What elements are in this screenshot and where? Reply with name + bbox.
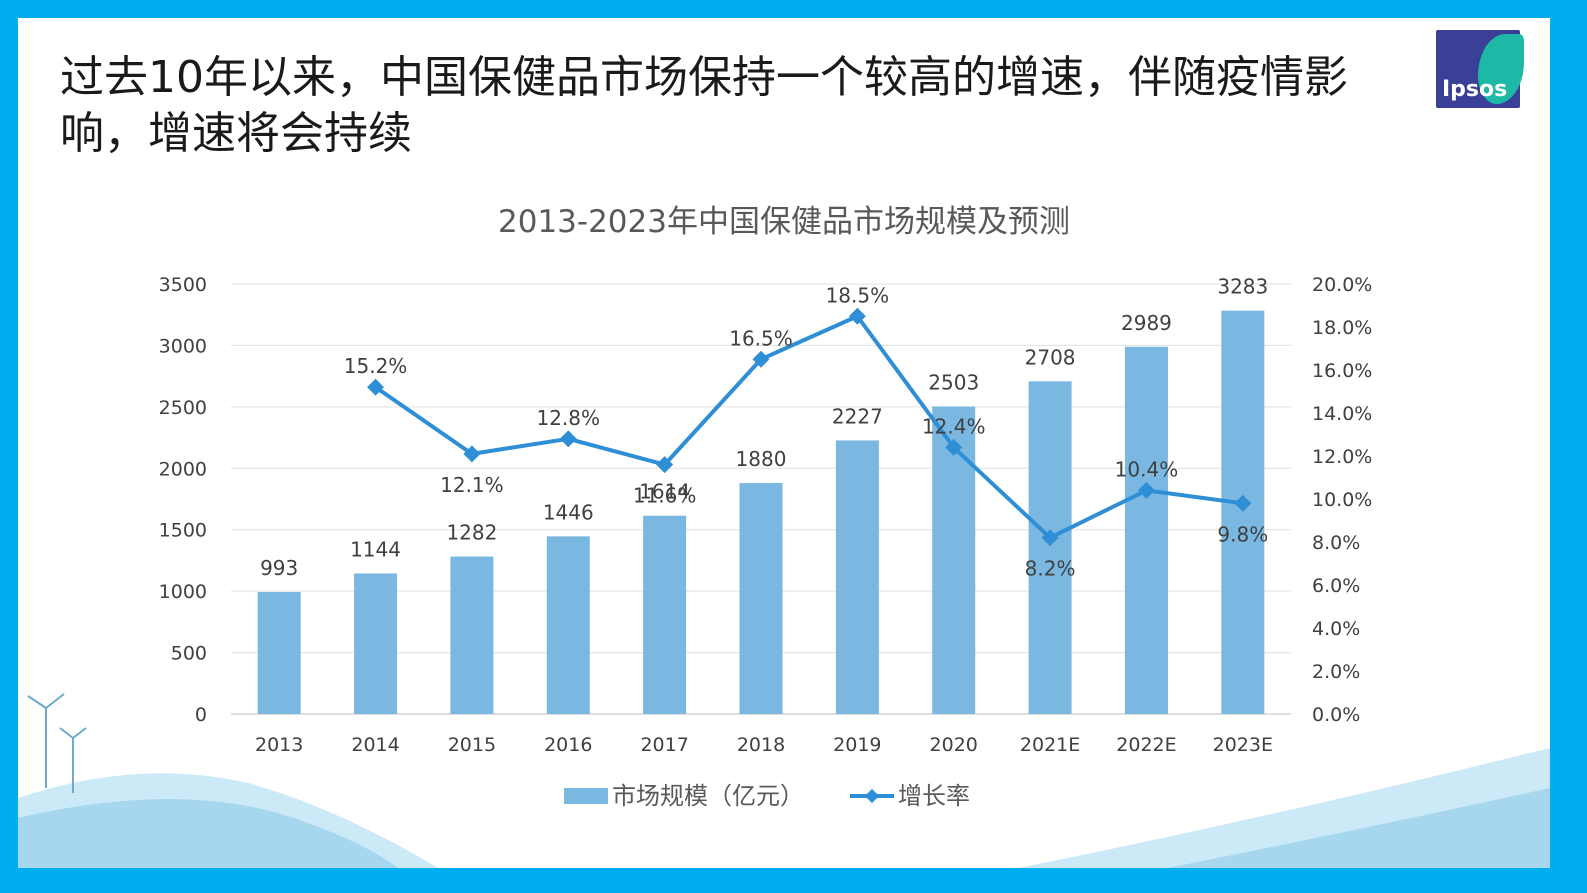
slide: 过去10年以来，中国保健品市场保持一个较高的增速，伴随疫情影响，增速将会持续 I… (18, 18, 1550, 868)
legend: 市场规模（亿元） 增长率 (564, 782, 970, 810)
bar-data-label: 1282 (446, 520, 497, 544)
left-tick-label: 3500 (159, 274, 207, 296)
growth-point (559, 430, 577, 448)
x-tick-label: 2016 (544, 734, 592, 756)
bar (932, 406, 976, 714)
x-tick-label: 2021E (1020, 734, 1080, 756)
right-tick-label: 8.0% (1312, 532, 1360, 554)
bar-data-label: 1144 (350, 537, 401, 561)
growth-point (463, 445, 481, 463)
left-tick-label: 1000 (159, 581, 207, 603)
left-tick-label: 2500 (159, 397, 207, 419)
bottom-decoration (18, 693, 1550, 868)
left-tick-label: 1500 (159, 520, 207, 542)
bar (1221, 310, 1265, 714)
growth-data-label: 12.4% (922, 414, 986, 438)
growth-data-label: 10.4% (1115, 457, 1179, 481)
chart-title: 2013-2023年中国保健品市场规模及预测 (498, 204, 1070, 240)
right-tick-label: 4.0% (1312, 618, 1360, 640)
bar-data-label: 2989 (1121, 311, 1172, 335)
growth-series-line (374, 314, 1244, 540)
bar (450, 556, 494, 714)
logo-text: Ipsos (1442, 77, 1508, 102)
bar-data-label: 2708 (1025, 345, 1076, 369)
x-tick-label: 2013 (255, 734, 303, 756)
left-tick-label: 2000 (159, 458, 207, 480)
growth-data-label: 11.6% (633, 484, 697, 508)
right-tick-label: 6.0% (1312, 575, 1360, 597)
growth-labels: 15.2% 12.1% 12.8% 11.6% 16.5% 18.5% 12.4% 8.2% 1… (344, 283, 1268, 580)
legend-line-marker (864, 788, 880, 804)
bar-data-label: 1880 (736, 447, 787, 471)
growth-point (752, 350, 770, 368)
left-tick-label: 3000 (159, 335, 207, 357)
right-tick-label: 18.0% (1312, 317, 1372, 339)
x-tick-label: 2022E (1116, 734, 1176, 756)
right-axis-ticks: 0.0% 2.0% 4.0% 6.0% 8.0% 10.0% 12.0% 14.0% 16.0%… (1312, 274, 1372, 726)
growth-point (945, 438, 963, 456)
x-tick-label: 2020 (930, 734, 978, 756)
bars (257, 310, 1265, 714)
growth-data-label: 8.2% (1025, 557, 1076, 581)
bar-labels: 993 1144 1282 1446 1614 1880 2227 2503 2708 2989 3… (260, 275, 1268, 580)
right-tick-label: 12.0% (1312, 446, 1372, 468)
growth-point (1041, 529, 1059, 547)
bar (1028, 381, 1072, 714)
growth-point (656, 456, 674, 474)
growth-data-label: 9.8% (1217, 522, 1268, 546)
growth-data-label: 15.2% (344, 354, 408, 378)
left-tick-label: 500 (171, 643, 207, 665)
bar (1124, 346, 1168, 714)
x-tick-label: 2014 (351, 734, 399, 756)
right-tick-label: 16.0% (1312, 360, 1372, 382)
legend-bar-swatch (564, 788, 608, 804)
page-title: 过去10年以来，中国保健品市场保持一个较高的增速，伴随疫情影响，增速将会持续 (60, 52, 1348, 159)
growth-data-label: 18.5% (826, 283, 890, 307)
growth-data-label: 12.1% (440, 473, 504, 497)
legend-line-label: 增长率 (898, 782, 970, 810)
bar-data-label: 3283 (1217, 275, 1268, 299)
bar (354, 573, 398, 714)
legend-bar-label: 市场规模（亿元） (612, 782, 804, 810)
right-tick-label: 14.0% (1312, 403, 1372, 425)
growth-data-label: 16.5% (729, 326, 793, 350)
growth-point (848, 307, 866, 325)
left-tick-label: 0 (195, 704, 207, 726)
growth-line (367, 307, 1252, 547)
bar-data-label: 1446 (543, 500, 594, 524)
x-tick-label: 2019 (833, 734, 881, 756)
bar-data-label: 1614 (639, 480, 690, 504)
x-tick-label: 2018 (737, 734, 785, 756)
bar (643, 515, 687, 714)
x-tick-label: 2015 (448, 734, 496, 756)
bar (546, 536, 590, 714)
bar-data-label: 2227 (832, 404, 883, 428)
growth-data-label: 12.8% (536, 406, 600, 430)
right-tick-label: 10.0% (1312, 489, 1372, 511)
right-tick-label: 20.0% (1312, 274, 1372, 296)
bar (835, 440, 879, 714)
x-tick-label: 2017 (640, 734, 688, 756)
bar (257, 592, 301, 714)
bar-data-label: 2503 (928, 370, 979, 394)
bar (739, 483, 783, 714)
bar-data-label: 993 (260, 556, 298, 580)
x-axis-ticks: 2013 2014 2015 2016 2017 2018 2019 2020 2021E 202… (255, 734, 1273, 756)
right-tick-label: 0.0% (1312, 704, 1360, 726)
bar-line-chart: 0 500 1000 1500 2000 2500 3000 3500 0.0% 2.0% 4.0… (159, 274, 1373, 810)
ipsos-logo: Ipsos (1436, 30, 1524, 108)
x-tick-label: 2023E (1213, 734, 1273, 756)
left-axis-ticks: 0 500 1000 1500 2000 2500 3000 3500 (159, 274, 207, 726)
right-tick-label: 2.0% (1312, 661, 1360, 683)
growth-point (367, 378, 385, 396)
